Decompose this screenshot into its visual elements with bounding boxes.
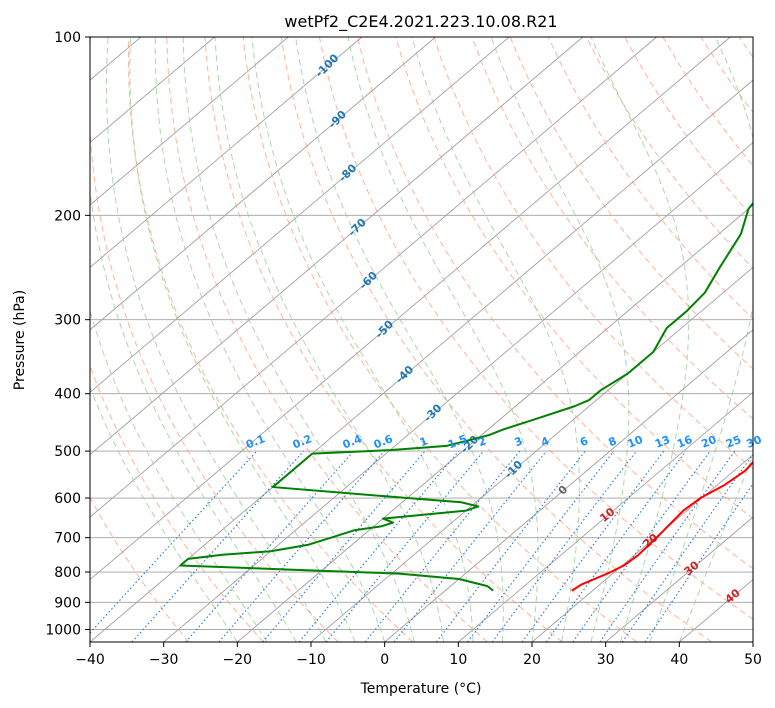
isotherm-line [90, 37, 731, 581]
mixing-ratio-line [364, 450, 521, 642]
y-tick-label: 300 [54, 313, 81, 329]
x-tick-label: −10 [296, 652, 326, 668]
y-tick-label: 800 [54, 565, 81, 581]
isotherm-line [90, 37, 584, 456]
mixing-ratio-label: 10 [626, 433, 645, 451]
dry-adiabat [127, 37, 414, 642]
mixing-ratio-label: 20 [699, 433, 718, 451]
dry-adiabat [280, 37, 712, 642]
plot-frame [89, 36, 754, 643]
mixing-ratio-line [90, 450, 258, 634]
isotherm-line [384, 329, 753, 642]
mixing-ratio-line [298, 450, 460, 642]
mixing-ratio-label: 16 [675, 433, 694, 451]
mixing-ratio-line [393, 450, 547, 642]
isotherm-line [90, 79, 753, 642]
x-tick-label: 20 [523, 652, 541, 668]
moist-adiabat [251, 37, 474, 642]
isotherm-line [90, 37, 215, 144]
mixing-ratio-line [262, 450, 426, 642]
dry-adiabat [395, 37, 753, 520]
x-tick-label: 50 [744, 652, 762, 668]
isotherm-line [90, 37, 363, 269]
dry-adiabat [242, 37, 638, 642]
moist-adiabat [214, 37, 445, 642]
temperature-profile-line [571, 460, 753, 592]
isotherm-line [458, 391, 753, 642]
moist-adiabat [411, 37, 580, 642]
moist-adiabat [182, 37, 415, 642]
isotherm-line [90, 37, 289, 206]
y-tick-label: 200 [54, 208, 81, 224]
mixing-ratio-line [185, 450, 355, 642]
dry-adiabat [471, 37, 753, 420]
moist-adiabat [295, 37, 504, 642]
mixing-ratio-line [467, 450, 615, 642]
y-tick-label: 500 [54, 444, 81, 460]
mixing-ratio-label: 30 [745, 433, 764, 451]
mixing-ratio-label: 13 [653, 433, 672, 451]
x-tick-label: 30 [597, 652, 615, 668]
x-tick-label: −30 [149, 652, 179, 668]
mixing-ratio-line [521, 450, 665, 642]
mixing-ratio-label: 8 [607, 434, 619, 449]
isotherm-line [531, 454, 753, 642]
dewpoint-profile-line [179, 201, 753, 592]
mixing-ratio-line [545, 450, 687, 642]
mixing-ratio-label: 1 [418, 434, 430, 449]
isotherm-line [163, 141, 753, 642]
dry-adiabat [357, 37, 753, 570]
mixing-ratio-line [325, 450, 485, 642]
moist-adiabat [590, 37, 690, 642]
isotherm-line [90, 37, 657, 518]
dry-adiabat [90, 496, 190, 642]
y-tick-label: 100 [54, 30, 81, 46]
moist-adiabat [105, 37, 327, 642]
y-tick-label: 600 [54, 491, 81, 507]
mixing-ratio-line [644, 482, 753, 642]
dry-adiabat [90, 364, 264, 642]
mixing-ratio-label: 3 [513, 434, 525, 449]
chart-title: wetPf2_C2E4.2021.223.10.08.R21 [284, 12, 557, 32]
moist-adiabat [90, 187, 297, 642]
moist-adiabat [649, 37, 753, 642]
moist-adiabat [490, 37, 630, 642]
x-tick-label: 0 [380, 652, 389, 668]
dry-adiabat [90, 37, 339, 642]
moist-adiabat [90, 385, 238, 642]
moist-adiabat [154, 37, 386, 642]
y-tick-label: 1000 [45, 622, 81, 638]
mixing-ratio-line [491, 450, 637, 642]
x-tick-label: −20 [223, 652, 253, 668]
dry-adiabat [204, 37, 563, 642]
x-tick-label: 40 [670, 652, 688, 668]
moist-adiabat [678, 453, 753, 642]
dry-adiabat [166, 37, 488, 642]
moist-adiabat [90, 309, 268, 642]
dry-adiabat [547, 37, 753, 320]
isotherm-line [310, 266, 753, 642]
y-tick-label: 400 [54, 387, 81, 403]
dry-adiabat [318, 37, 753, 620]
mixing-ratio-line [599, 450, 736, 642]
x-tick-label: −40 [75, 652, 105, 668]
mixing-ratio-label: 25 [724, 433, 743, 451]
mixing-ratio-line [572, 450, 711, 642]
mixing-ratio-line [621, 453, 753, 642]
x-axis-label: Temperature (°C) [360, 681, 482, 697]
x-tick-label: 10 [449, 652, 467, 668]
isotherm-line [605, 516, 753, 642]
y-axis-label: Pressure (hPa) [12, 290, 28, 390]
mixing-ratio-line [131, 450, 305, 642]
moist-adiabat [347, 37, 539, 642]
isotherm-line [90, 37, 510, 393]
isotherm-line [90, 37, 436, 331]
y-tick-label: 900 [54, 595, 81, 611]
dry-adiabat [509, 37, 753, 370]
mixing-ratio-label: 2 [476, 434, 488, 449]
y-tick-label: 700 [54, 531, 81, 547]
isotherm-line [237, 204, 753, 642]
